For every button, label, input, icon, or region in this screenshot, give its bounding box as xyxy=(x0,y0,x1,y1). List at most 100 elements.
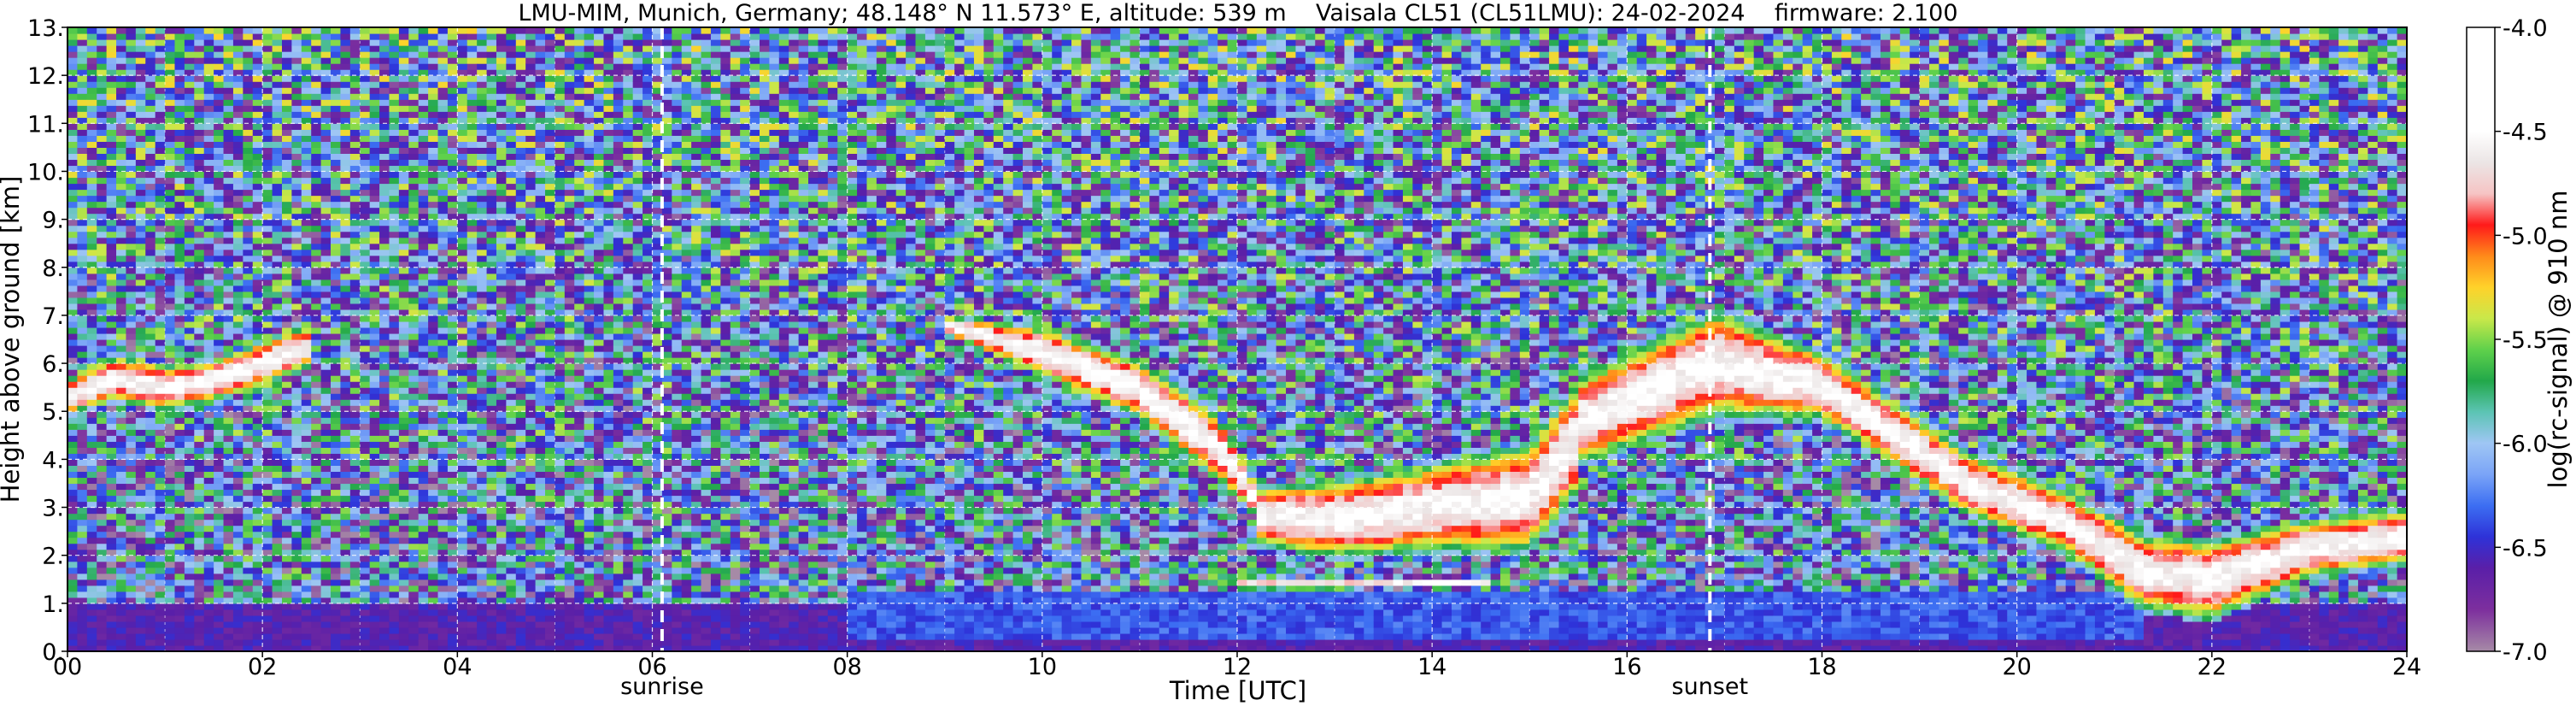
heatmap-cell xyxy=(194,435,205,442)
heatmap-cell xyxy=(360,63,371,70)
heatmap-cell xyxy=(340,99,351,106)
heatmap-cell xyxy=(447,381,458,388)
heatmap-cell xyxy=(447,135,458,142)
heatmap-cell xyxy=(418,483,429,491)
heatmap-cell xyxy=(466,255,478,262)
heatmap-cell xyxy=(155,549,166,556)
heatmap-cell xyxy=(86,561,97,568)
heatmap-cell xyxy=(262,45,273,52)
heatmap-cell xyxy=(86,525,97,532)
heatmap-cell xyxy=(398,609,409,616)
heatmap-cell xyxy=(174,459,185,466)
heatmap-cell xyxy=(86,81,97,88)
heatmap-cell xyxy=(496,123,507,130)
heatmap-cell xyxy=(126,369,137,376)
heatmap-cell xyxy=(203,363,214,370)
heatmap-cell xyxy=(291,501,302,509)
heatmap-cell xyxy=(457,27,468,34)
heatmap-cell xyxy=(194,267,205,274)
heatmap-cell xyxy=(291,573,302,580)
heatmap-cell xyxy=(291,621,302,628)
heatmap-cell xyxy=(214,141,225,148)
heatmap-cell xyxy=(437,435,449,442)
heatmap-cell xyxy=(320,537,332,544)
heatmap-cell xyxy=(331,644,342,651)
heatmap-cell xyxy=(252,381,263,388)
heatmap-cell xyxy=(145,615,156,622)
heatmap-cell xyxy=(86,465,97,473)
heatmap-cell xyxy=(252,69,263,76)
heatmap-cell xyxy=(398,243,409,250)
heatmap-cell xyxy=(291,423,302,430)
heatmap-cell xyxy=(272,69,283,76)
heatmap-cell xyxy=(398,93,409,100)
heatmap-cell xyxy=(311,249,322,256)
heatmap-cell xyxy=(506,543,517,550)
heatmap-cell xyxy=(194,45,205,52)
heatmap-cell xyxy=(389,603,400,610)
heatmap-cell xyxy=(331,213,342,221)
heatmap-cell xyxy=(418,111,429,118)
heatmap-cell xyxy=(301,537,312,544)
heatmap-cell xyxy=(252,111,263,118)
heatmap-cell xyxy=(398,423,409,430)
heatmap-cell xyxy=(272,483,283,491)
heatmap-cell xyxy=(389,291,400,298)
heatmap-cell xyxy=(155,27,166,34)
heatmap-cell xyxy=(145,51,156,58)
heatmap-cell xyxy=(106,615,117,622)
heatmap-cell xyxy=(155,213,166,221)
heatmap-cell xyxy=(272,201,283,209)
heatmap-cell xyxy=(398,627,409,634)
heatmap-cell xyxy=(506,447,517,454)
heatmap-cell xyxy=(331,153,342,161)
heatmap-cell xyxy=(331,309,342,316)
heatmap-cell xyxy=(86,471,97,479)
heatmap-cell xyxy=(428,171,439,179)
heatmap-cell xyxy=(301,483,312,491)
heatmap-cell xyxy=(165,627,176,634)
heatmap-cell xyxy=(369,441,380,448)
heatmap-cell xyxy=(331,621,342,628)
heatmap-cell xyxy=(145,291,156,298)
heatmap-cell xyxy=(389,369,400,376)
heatmap-cell xyxy=(116,87,127,94)
heatmap-cell xyxy=(223,267,234,274)
heatmap-cell xyxy=(360,321,371,328)
heatmap-cell xyxy=(232,159,244,167)
heatmap-cell xyxy=(389,117,400,124)
heatmap-cell xyxy=(457,183,468,191)
heatmap-cell xyxy=(525,585,537,592)
heatmap-cell xyxy=(369,237,380,244)
heatmap-cell xyxy=(174,105,185,112)
heatmap-cell xyxy=(408,549,420,556)
heatmap-cell xyxy=(525,423,537,430)
heatmap-cell xyxy=(515,45,526,52)
heatmap-cell xyxy=(165,123,176,130)
heatmap-cell xyxy=(320,189,332,197)
heatmap-cell xyxy=(281,339,292,346)
heatmap-cell xyxy=(311,465,322,473)
heatmap-cell xyxy=(447,459,458,466)
heatmap-cell xyxy=(398,33,409,40)
heatmap-cell xyxy=(437,159,449,167)
heatmap-cell xyxy=(418,387,429,394)
heatmap-cell xyxy=(515,507,526,515)
heatmap-cell xyxy=(203,63,214,70)
heatmap-cell xyxy=(252,531,263,538)
heatmap-cell xyxy=(272,357,283,364)
heatmap-cell xyxy=(174,501,185,509)
heatmap-cell xyxy=(223,513,234,521)
heatmap-cell xyxy=(398,537,409,544)
heatmap-cell xyxy=(360,363,371,370)
heatmap-cell xyxy=(194,447,205,454)
heatmap-cell xyxy=(145,477,156,485)
heatmap-cell xyxy=(194,111,205,118)
heatmap-cell xyxy=(155,315,166,322)
heatmap-cell xyxy=(145,279,156,286)
heatmap-cell xyxy=(106,531,117,538)
heatmap-cell xyxy=(340,81,351,88)
heatmap-cell xyxy=(135,489,146,497)
heatmap-cell xyxy=(126,615,137,622)
heatmap-cell xyxy=(525,597,537,604)
